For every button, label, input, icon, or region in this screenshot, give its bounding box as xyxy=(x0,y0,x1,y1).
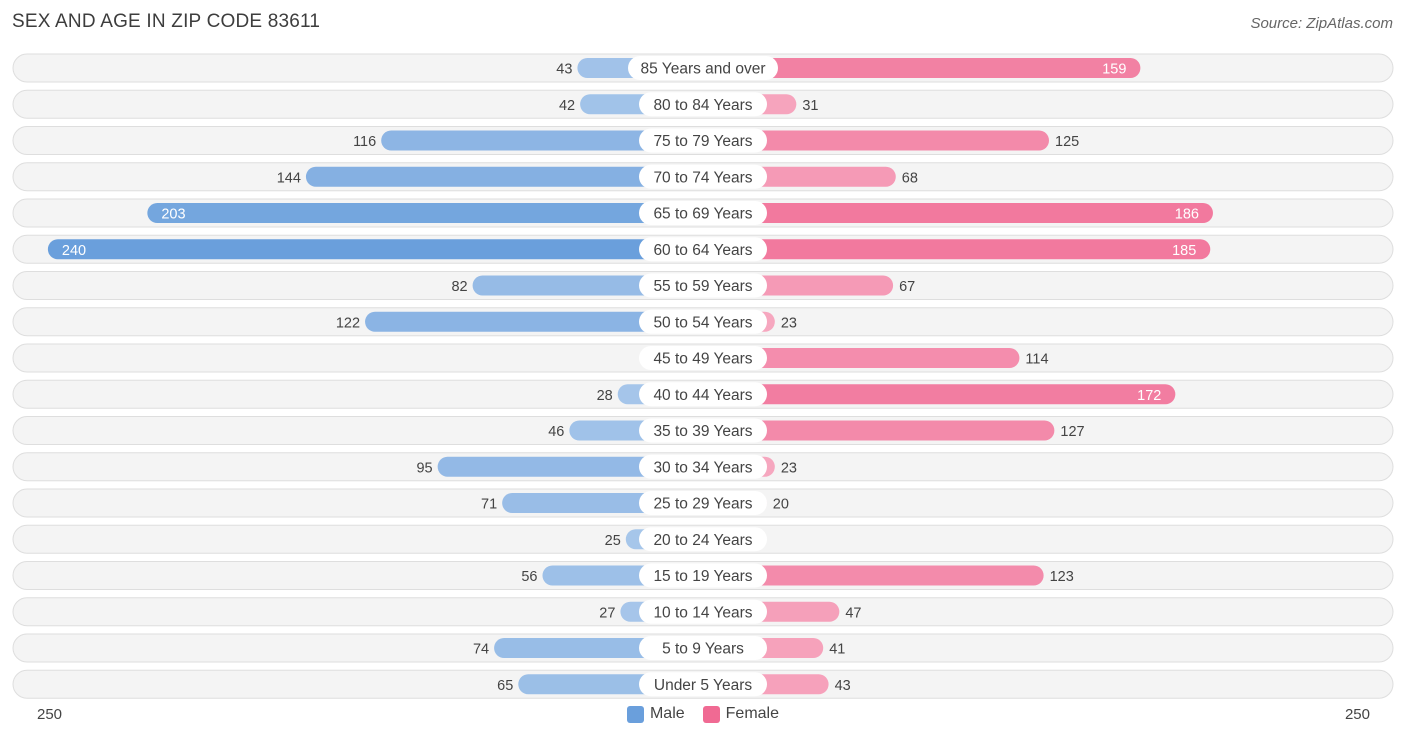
male-value-label: 122 xyxy=(336,315,360,331)
category-pill xyxy=(639,454,767,479)
female-value-label: 23 xyxy=(781,315,797,331)
female-bar xyxy=(703,384,1176,405)
female-value-label: 125 xyxy=(1055,134,1079,150)
category-pill xyxy=(639,309,767,334)
male-value-label: 46 xyxy=(548,424,564,440)
female-value-label: 47 xyxy=(845,605,861,621)
male-bar xyxy=(305,166,703,187)
category-pill xyxy=(628,56,778,80)
male-value-label: 203 xyxy=(161,207,185,223)
female-value-label: 20 xyxy=(773,497,789,513)
female-value-label: 127 xyxy=(1060,424,1084,440)
legend: Male Female xyxy=(0,705,1406,723)
legend-item-female[interactable]: Female xyxy=(702,705,780,723)
legend-swatch-male xyxy=(626,705,644,723)
male-value-label: 116 xyxy=(353,134,376,150)
category-pill xyxy=(639,636,767,660)
category-label: Under 5 Years xyxy=(654,677,752,694)
axis-min-label: 250 xyxy=(37,706,63,723)
female-value-label: 31 xyxy=(802,98,818,114)
category-label: 25 to 29 Years xyxy=(653,496,752,513)
category-pill xyxy=(639,237,767,262)
category-label: 75 to 79 Years xyxy=(653,133,752,150)
male-bar xyxy=(381,130,703,151)
female-value-label: 186 xyxy=(1175,207,1199,223)
category-label: 35 to 39 Years xyxy=(653,423,752,440)
category-label: 80 to 84 Years xyxy=(653,97,752,114)
category-label: 10 to 14 Years xyxy=(653,604,752,621)
category-label: 60 to 64 Years xyxy=(653,242,752,259)
female-bar xyxy=(703,239,1211,260)
female-value-label: 23 xyxy=(781,460,797,476)
category-label: 85 Years and over xyxy=(641,61,766,78)
category-pill xyxy=(639,128,767,153)
category-pill xyxy=(639,563,767,588)
female-value-label: 185 xyxy=(1172,243,1196,259)
category-pill xyxy=(639,527,767,552)
male-value-label: 65 xyxy=(497,678,513,694)
category-pill xyxy=(639,92,767,117)
category-label: 65 to 69 Years xyxy=(653,206,752,223)
male-value-label: 144 xyxy=(277,170,301,186)
male-value-label: 95 xyxy=(416,460,432,476)
category-label: 40 to 44 Years xyxy=(653,387,752,404)
male-bar xyxy=(437,456,703,477)
female-bar xyxy=(703,565,1044,586)
chart-source: Source: ZipAtlas.com xyxy=(1250,15,1393,32)
female-bar xyxy=(703,203,1213,223)
category-pill xyxy=(639,164,767,189)
female-value-label: 67 xyxy=(899,279,915,295)
category-label: 15 to 19 Years xyxy=(653,568,752,585)
category-pill xyxy=(639,599,767,624)
axis-max-label: 250 xyxy=(1344,706,1370,723)
category-pill xyxy=(639,346,767,370)
category-pill xyxy=(639,672,767,697)
legend-label-female: Female xyxy=(725,705,780,722)
male-bar xyxy=(365,311,703,332)
male-bar xyxy=(47,239,703,260)
male-value-label: 42 xyxy=(559,98,575,114)
chart-title: SEX AND AGE IN ZIP CODE 83611 xyxy=(12,11,321,32)
male-value-label: 71 xyxy=(481,497,497,513)
category-label: 55 to 59 Years xyxy=(653,278,752,295)
male-value-label: 43 xyxy=(556,62,572,78)
female-value-label: 172 xyxy=(1137,388,1161,404)
male-value-label: 25 xyxy=(605,533,621,549)
category-label: 70 to 74 Years xyxy=(653,169,752,186)
category-label: 20 to 24 Years xyxy=(653,532,752,549)
male-value-label: 28 xyxy=(597,388,613,404)
female-value-label: 41 xyxy=(829,642,845,658)
male-value-label: 82 xyxy=(451,279,467,295)
male-bar xyxy=(147,203,703,223)
male-value-label: 56 xyxy=(521,569,537,585)
category-label: 45 to 49 Years xyxy=(653,351,752,368)
category-pill xyxy=(639,201,767,225)
female-value-label: 123 xyxy=(1050,569,1074,585)
category-label: 50 to 54 Years xyxy=(653,314,752,331)
male-value-label: 27 xyxy=(599,605,615,621)
category-label: 30 to 34 Years xyxy=(653,459,752,476)
female-value-label: 68 xyxy=(902,170,918,186)
female-bar xyxy=(703,130,1049,151)
legend-label-male: Male xyxy=(649,705,685,722)
category-label: 5 to 9 Years xyxy=(662,641,744,658)
male-value-label: 240 xyxy=(62,243,86,259)
female-value-label: 159 xyxy=(1102,62,1126,78)
female-value-label: 43 xyxy=(835,678,851,694)
category-pill xyxy=(639,273,767,298)
category-pill xyxy=(639,491,767,515)
female-bar xyxy=(703,58,1141,78)
category-pill xyxy=(639,382,767,407)
male-value-label: 74 xyxy=(473,642,489,658)
female-bar xyxy=(703,348,1020,368)
legend-swatch-female xyxy=(702,705,720,723)
legend-item-male[interactable]: Male xyxy=(626,705,685,723)
female-value-label: 114 xyxy=(1025,352,1048,368)
category-pill xyxy=(639,418,767,443)
female-bar xyxy=(703,420,1055,441)
